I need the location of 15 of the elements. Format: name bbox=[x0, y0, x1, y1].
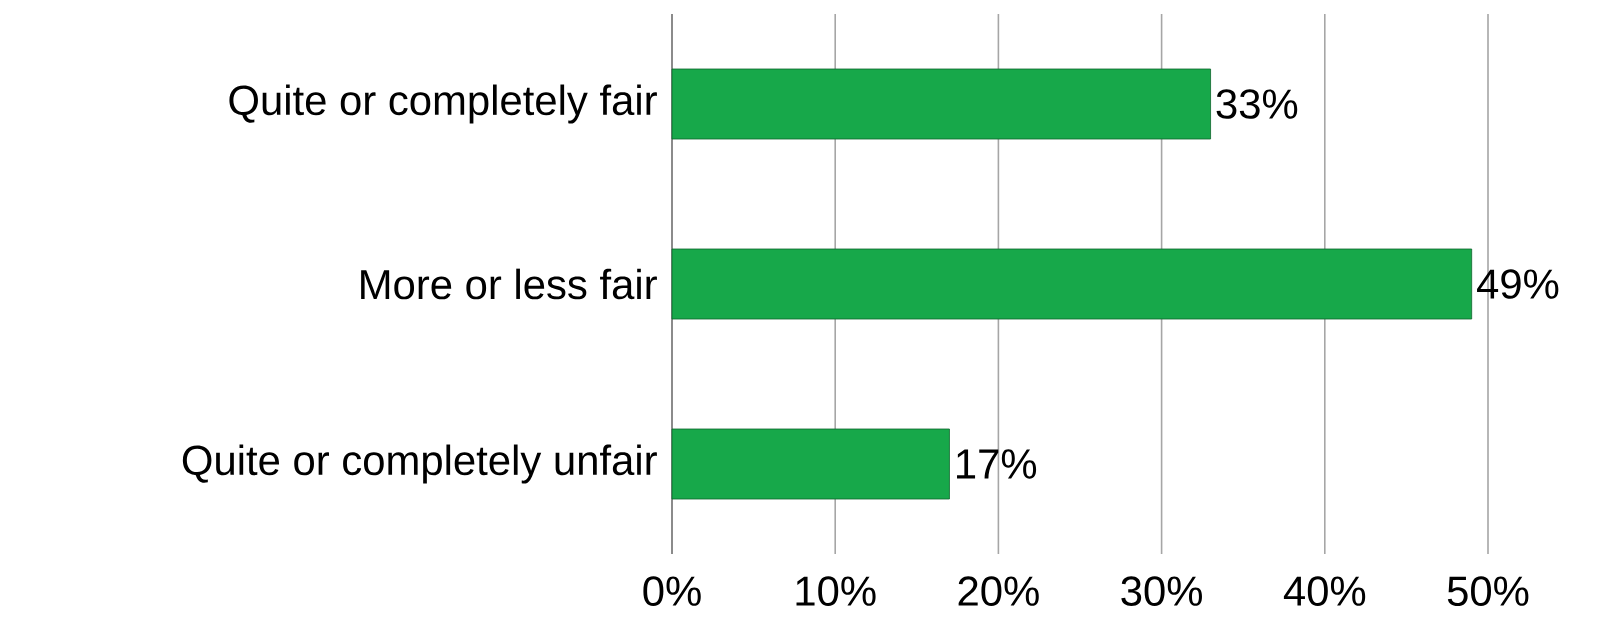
bar bbox=[671, 428, 950, 500]
y-tick-label: More or less fair bbox=[361, 268, 657, 300]
x-tick-label: 50% bbox=[1447, 576, 1529, 606]
data-label: 49% bbox=[1477, 269, 1559, 299]
y-tick-label: Quite or completely unfair bbox=[182, 444, 657, 484]
bar bbox=[671, 68, 1211, 140]
x-tick-label: 40% bbox=[1283, 576, 1366, 606]
x-tick-label: 20% bbox=[958, 576, 1039, 606]
x-tick-label: 30% bbox=[1121, 576, 1202, 606]
x-tick-label: 10% bbox=[796, 576, 876, 606]
data-label: 17% bbox=[957, 449, 1037, 479]
data-label: 33% bbox=[1216, 89, 1298, 119]
x-tick-label: 0% bbox=[643, 576, 701, 606]
bar bbox=[671, 248, 1473, 320]
y-tick-label: Quite or completely fair bbox=[229, 84, 657, 124]
